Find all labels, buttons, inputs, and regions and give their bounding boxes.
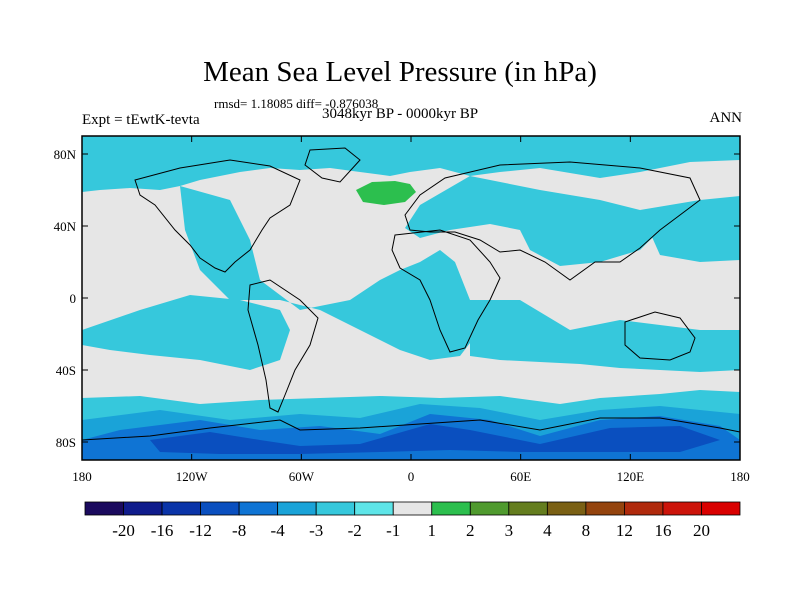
north-pacific-anomaly — [640, 196, 740, 262]
colorbar-swatch — [624, 501, 664, 516]
colorbar-label: -8 — [232, 521, 246, 540]
chart-subtitle: 3048kyr BP - 0000kyr BP — [322, 106, 479, 122]
x-tick-label: 0 — [408, 469, 415, 484]
colorbar-swatch — [701, 501, 741, 516]
colorbar-swatch — [662, 501, 702, 516]
colorbar-swatch — [392, 501, 433, 516]
colorbar-swatch — [354, 501, 394, 516]
x-tick-label: 120E — [617, 469, 645, 484]
north-atlantic-positive-anomaly — [356, 181, 416, 205]
colorbar-swatch — [200, 501, 240, 516]
colorbar-swatch — [508, 501, 548, 516]
colorbar-label: 8 — [582, 521, 591, 540]
y-tick-label: 40S — [56, 363, 76, 378]
x-tick-label: 120W — [176, 469, 209, 484]
colorbar: -20 -16 -12 -8 -4 -3 -2 -1 1 2 3 4 8 12 16 20 — [84, 501, 741, 540]
colorbar-swatch — [277, 501, 317, 516]
season-label: ANN — [709, 110, 743, 126]
field-layer — [82, 136, 740, 460]
eurasia-anomaly — [405, 176, 660, 266]
x-tick-label: 180 — [72, 469, 92, 484]
south-america-coast — [247, 279, 319, 413]
colorbar-label: -20 — [112, 521, 135, 540]
y-tick-label: 0 — [70, 291, 77, 306]
greenland-coast — [304, 147, 361, 183]
x-tick-label: 180 — [730, 469, 750, 484]
arctic-anomaly — [82, 136, 740, 192]
experiment-label: Expt = tEwtK-tevta — [82, 112, 200, 128]
stats-label: rmsd= 1.18085 diff= -0.876038 — [214, 96, 379, 111]
eurasia-coast — [404, 161, 701, 281]
southern-ocean-anomaly-core — [150, 424, 720, 454]
colorbar-label: 2 — [466, 521, 475, 540]
indian-ocean-anomaly — [470, 300, 740, 372]
north-america-coast — [134, 159, 301, 273]
colorbar-label: -4 — [271, 521, 286, 540]
colorbar-swatch — [161, 501, 201, 516]
colorbar-swatch — [585, 501, 625, 516]
chart-title: Mean Sea Level Pressure (in hPa) — [203, 56, 597, 88]
y-axis: 80N 40N 0 40S 80S — [54, 147, 740, 450]
colorbar-label: -3 — [309, 521, 323, 540]
colorbar-swatch — [431, 501, 471, 516]
x-tick-label: 60E — [510, 469, 531, 484]
y-tick-label: 40N — [54, 219, 77, 234]
colorbar-swatch — [123, 501, 163, 516]
australia-coast — [624, 311, 696, 361]
antarctica-coast — [81, 417, 741, 441]
y-tick-label: 80S — [56, 435, 76, 450]
colorbar-label: 3 — [505, 521, 514, 540]
colorbar-label: 12 — [616, 521, 633, 540]
africa-coast — [391, 229, 501, 353]
colorbar-label: -16 — [151, 521, 174, 540]
colorbar-label: -1 — [386, 521, 400, 540]
colorbar-swatch — [84, 501, 124, 516]
colorbar-swatch — [238, 501, 279, 516]
colorbar-label: -12 — [189, 521, 212, 540]
colorbar-swatch — [469, 501, 510, 516]
colorbar-label: 1 — [428, 521, 437, 540]
colorbar-swatch — [546, 501, 587, 516]
colorbar-swatch — [315, 501, 356, 516]
x-axis: 180 120W 60W 0 60E 120E 180 — [72, 136, 750, 484]
colorbar-label: -2 — [348, 521, 362, 540]
colorbar-label: 4 — [543, 521, 552, 540]
x-tick-label: 60W — [289, 469, 315, 484]
atlantic-anomaly — [180, 186, 480, 360]
colorbar-label: 20 — [693, 521, 710, 540]
y-tick-label: 80N — [54, 147, 77, 162]
coastlines — [81, 147, 741, 441]
colorbar-label: 16 — [654, 521, 671, 540]
pacific-anomaly — [82, 295, 290, 370]
